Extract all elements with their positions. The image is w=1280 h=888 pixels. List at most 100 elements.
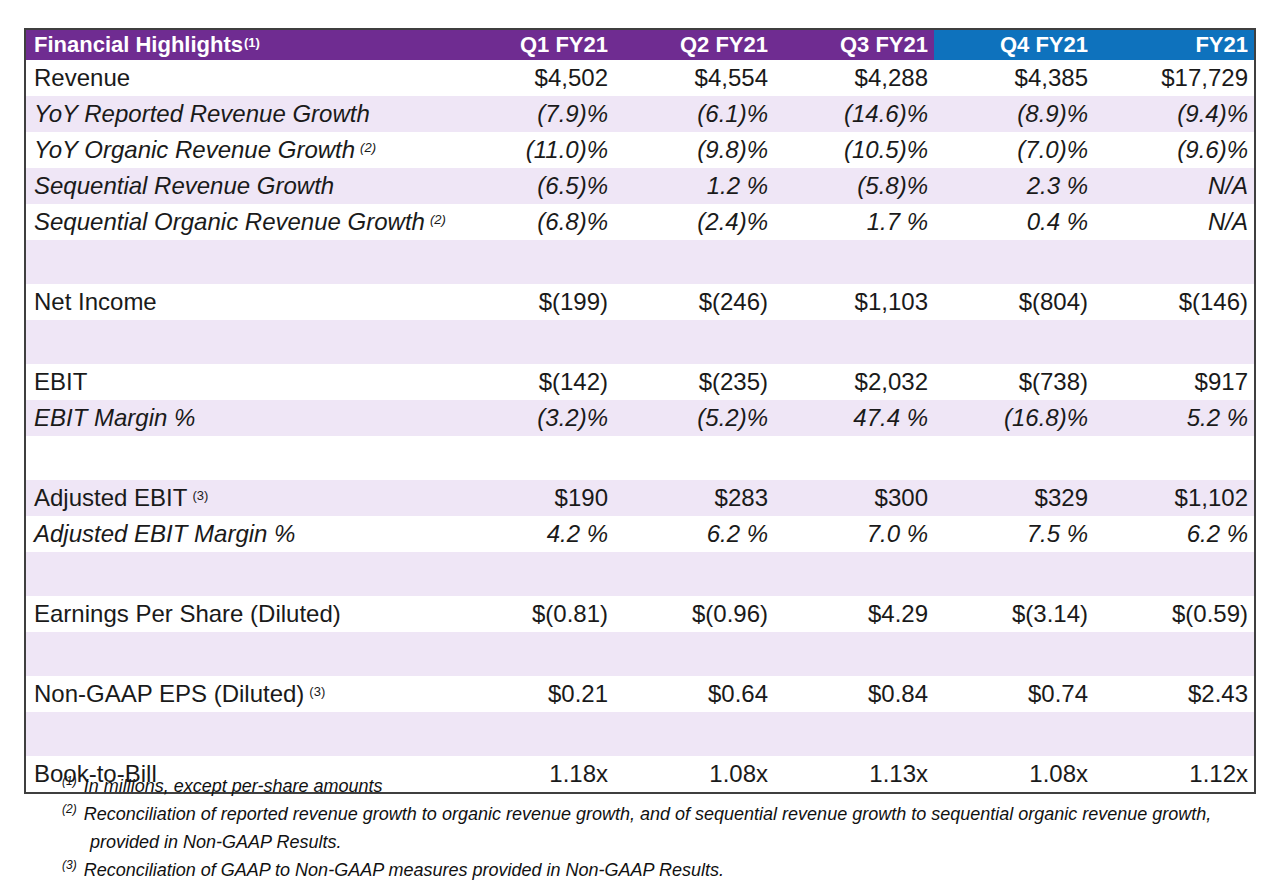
empty-cell bbox=[454, 320, 614, 364]
row-label: YoY Reported Revenue Growth bbox=[26, 96, 454, 132]
value-cell-fy21: $(146) bbox=[1094, 284, 1254, 320]
footnote-text: Reconciliation of reported revenue growt… bbox=[84, 804, 1212, 852]
empty-cell bbox=[774, 712, 934, 756]
empty-cell bbox=[1094, 712, 1254, 756]
table-header-row: Financial Highlights(1) Q1 FY21Q2 FY21Q3… bbox=[26, 30, 1254, 60]
row-label bbox=[26, 240, 454, 284]
row-label: Earnings Per Share (Diluted) bbox=[26, 596, 454, 632]
empty-cell bbox=[454, 436, 614, 480]
value-cell-q4-fy21: $(3.14) bbox=[934, 596, 1094, 632]
value-cell-fy21: 5.2 % bbox=[1094, 400, 1254, 436]
value-cell-q3-fy21: 1.7 % bbox=[774, 204, 934, 240]
spacer-row bbox=[26, 632, 1254, 676]
spacer-row bbox=[26, 320, 1254, 364]
table-title: Financial Highlights bbox=[34, 32, 243, 58]
empty-cell bbox=[934, 320, 1094, 364]
value-cell-fy21: N/A bbox=[1094, 168, 1254, 204]
spacer-row bbox=[26, 552, 1254, 596]
row-label-text: YoY Organic Revenue Growth bbox=[34, 136, 355, 164]
value-cell-fy21: (9.4)% bbox=[1094, 96, 1254, 132]
row-label: Sequential Organic Revenue Growth(2) bbox=[26, 204, 454, 240]
value-cell-q3-fy21: $4.29 bbox=[774, 596, 934, 632]
row-label: Adjusted EBIT Margin % bbox=[26, 516, 454, 552]
row-label: Net Income bbox=[26, 284, 454, 320]
table-row-sequential-revenue-growth: Sequential Revenue Growth (6.5)%1.2 %(5.8… bbox=[26, 168, 1254, 204]
empty-cell bbox=[934, 240, 1094, 284]
value-cell-q2-fy21: 1.2 % bbox=[614, 168, 774, 204]
empty-cell bbox=[774, 436, 934, 480]
empty-cell bbox=[1094, 632, 1254, 676]
empty-cell bbox=[614, 436, 774, 480]
value-cell-fy21: $2.43 bbox=[1094, 676, 1254, 712]
empty-cell bbox=[454, 712, 614, 756]
table-row-yoy-reported-revenue-growth: YoY Reported Revenue Growth(7.9)%(6.1)%(… bbox=[26, 96, 1254, 132]
value-cell-q1-fy21: $0.21 bbox=[454, 676, 614, 712]
column-header-fy21: FY21 bbox=[1094, 30, 1254, 60]
empty-cell bbox=[454, 632, 614, 676]
value-cell-q4-fy21: (16.8)% bbox=[934, 400, 1094, 436]
table-row-revenue: Revenue$4,502$4,554$4,288$4,385$17,729 bbox=[26, 60, 1254, 96]
table-row-non-gaap-eps-diluted: Non-GAAP EPS (Diluted)(3)$0.21$0.64$0.84… bbox=[26, 676, 1254, 712]
row-label bbox=[26, 436, 454, 480]
footnote-marker: (2) bbox=[62, 802, 77, 816]
value-cell-q3-fy21: (14.6)% bbox=[774, 96, 934, 132]
value-cell-q3-fy21: (5.8)% bbox=[774, 168, 934, 204]
column-header-q4-fy21: Q4 FY21 bbox=[934, 30, 1094, 60]
table-row-net-income: Net Income$(199)$(246)$1,103$(804)$(146) bbox=[26, 284, 1254, 320]
value-cell-q2-fy21: (5.2)% bbox=[614, 400, 774, 436]
value-cell-q1-fy21: (6.5)% bbox=[454, 168, 614, 204]
value-cell-q4-fy21: 7.5 % bbox=[934, 516, 1094, 552]
table-title-cell: Financial Highlights(1) bbox=[26, 30, 454, 60]
empty-cell bbox=[774, 240, 934, 284]
value-cell-q4-fy21: 0.4 % bbox=[934, 204, 1094, 240]
row-label bbox=[26, 552, 454, 596]
spacer-row bbox=[26, 240, 1254, 284]
row-label bbox=[26, 632, 454, 676]
row-label-text: Non-GAAP EPS (Diluted) bbox=[34, 680, 304, 708]
value-cell-q3-fy21: 7.0 % bbox=[774, 516, 934, 552]
value-cell-q1-fy21: (6.8)% bbox=[454, 204, 614, 240]
value-cell-q3-fy21: $1,103 bbox=[774, 284, 934, 320]
empty-cell bbox=[934, 712, 1094, 756]
row-label-text: Sequential Revenue Growth bbox=[34, 172, 334, 200]
table-body: Revenue$4,502$4,554$4,288$4,385$17,729Yo… bbox=[26, 60, 1254, 792]
row-label-text: EBIT Margin % bbox=[34, 404, 195, 432]
empty-cell bbox=[454, 240, 614, 284]
footnotes: (1) In millions, except per-share amounts… bbox=[24, 772, 1232, 884]
value-cell-fy21: (9.6)% bbox=[1094, 132, 1254, 168]
value-cell-q2-fy21: (2.4)% bbox=[614, 204, 774, 240]
footnote-text: Reconciliation of GAAP to Non-GAAP measu… bbox=[84, 860, 724, 880]
row-label-text: Revenue bbox=[34, 64, 130, 92]
footnote-marker: (3) bbox=[62, 858, 77, 872]
value-cell-q2-fy21: $283 bbox=[614, 480, 774, 516]
row-label bbox=[26, 712, 454, 756]
value-cell-q3-fy21: (10.5)% bbox=[774, 132, 934, 168]
footnote-text: In millions, except per-share amounts bbox=[84, 776, 383, 796]
row-label: YoY Organic Revenue Growth(2) bbox=[26, 132, 454, 168]
value-cell-fy21: 6.2 % bbox=[1094, 516, 1254, 552]
empty-cell bbox=[774, 632, 934, 676]
value-cell-q3-fy21: $300 bbox=[774, 480, 934, 516]
empty-cell bbox=[774, 552, 934, 596]
value-cell-q1-fy21: $4,502 bbox=[454, 60, 614, 96]
value-cell-fy21: $917 bbox=[1094, 364, 1254, 400]
value-cell-fy21: $1,102 bbox=[1094, 480, 1254, 516]
row-label: Sequential Revenue Growth bbox=[26, 168, 454, 204]
row-label bbox=[26, 320, 454, 364]
value-cell-q2-fy21: $(246) bbox=[614, 284, 774, 320]
value-cell-q1-fy21: $(0.81) bbox=[454, 596, 614, 632]
empty-cell bbox=[614, 552, 774, 596]
footnote-2: (2) Reconciliation of reported revenue gr… bbox=[24, 800, 1232, 856]
spacer-row bbox=[26, 712, 1254, 756]
empty-cell bbox=[454, 552, 614, 596]
value-cell-q2-fy21: $0.64 bbox=[614, 676, 774, 712]
value-cell-q4-fy21: $(738) bbox=[934, 364, 1094, 400]
row-label-text: Earnings Per Share (Diluted) bbox=[34, 600, 341, 628]
column-header-q1-fy21: Q1 FY21 bbox=[454, 30, 614, 60]
value-cell-q4-fy21: $4,385 bbox=[934, 60, 1094, 96]
value-cell-q1-fy21: (7.9)% bbox=[454, 96, 614, 132]
value-cell-q2-fy21: $(235) bbox=[614, 364, 774, 400]
row-label-text: Sequential Organic Revenue Growth bbox=[34, 208, 425, 236]
row-label-text: YoY Reported Revenue Growth bbox=[34, 100, 370, 128]
footnote-marker: (1) bbox=[62, 774, 77, 788]
